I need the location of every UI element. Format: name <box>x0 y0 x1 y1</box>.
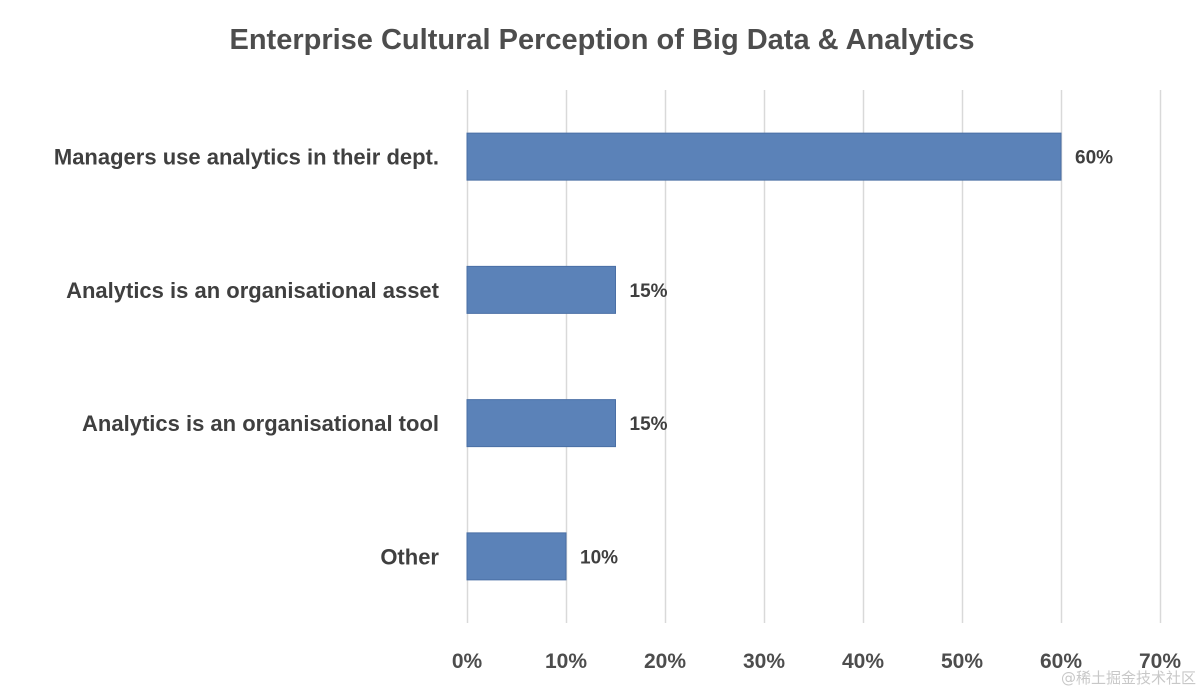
bars <box>466 132 1062 581</box>
bar <box>466 399 616 448</box>
watermark-text: @稀土掘金技术社区 <box>1061 669 1196 687</box>
bar <box>466 132 1062 181</box>
chart-title: Enterprise Cultural Perception of Big Da… <box>229 24 974 56</box>
x-tick-label: 30% <box>743 650 785 673</box>
category-label: Other <box>380 544 439 569</box>
x-tick-label: 10% <box>545 650 587 673</box>
category-label: Analytics is an organisational tool <box>82 411 439 436</box>
category-label: Analytics is an organisational asset <box>66 278 440 303</box>
x-tick-label: 0% <box>452 650 483 673</box>
x-tick-label: 40% <box>842 650 884 673</box>
data-label: 15% <box>630 414 668 435</box>
x-tick-label: 20% <box>644 650 686 673</box>
x-tick-label: 60% <box>1040 650 1082 673</box>
data-label: 10% <box>580 547 618 568</box>
category-labels: Managers use analytics in their dept. Ana… <box>54 145 440 570</box>
x-tick-label: 70% <box>1139 650 1181 673</box>
bar <box>466 265 616 314</box>
data-label: 15% <box>630 281 668 302</box>
data-labels: 60% 15% 15% 10% <box>580 148 1113 569</box>
x-tick-label: 50% <box>941 650 983 673</box>
category-label: Managers use analytics in their dept. <box>54 145 439 170</box>
bar <box>466 532 567 581</box>
x-axis-tick-labels: 0% 10% 20% 30% 40% 50% 60% 70% <box>452 650 1182 673</box>
data-label: 60% <box>1075 148 1113 169</box>
